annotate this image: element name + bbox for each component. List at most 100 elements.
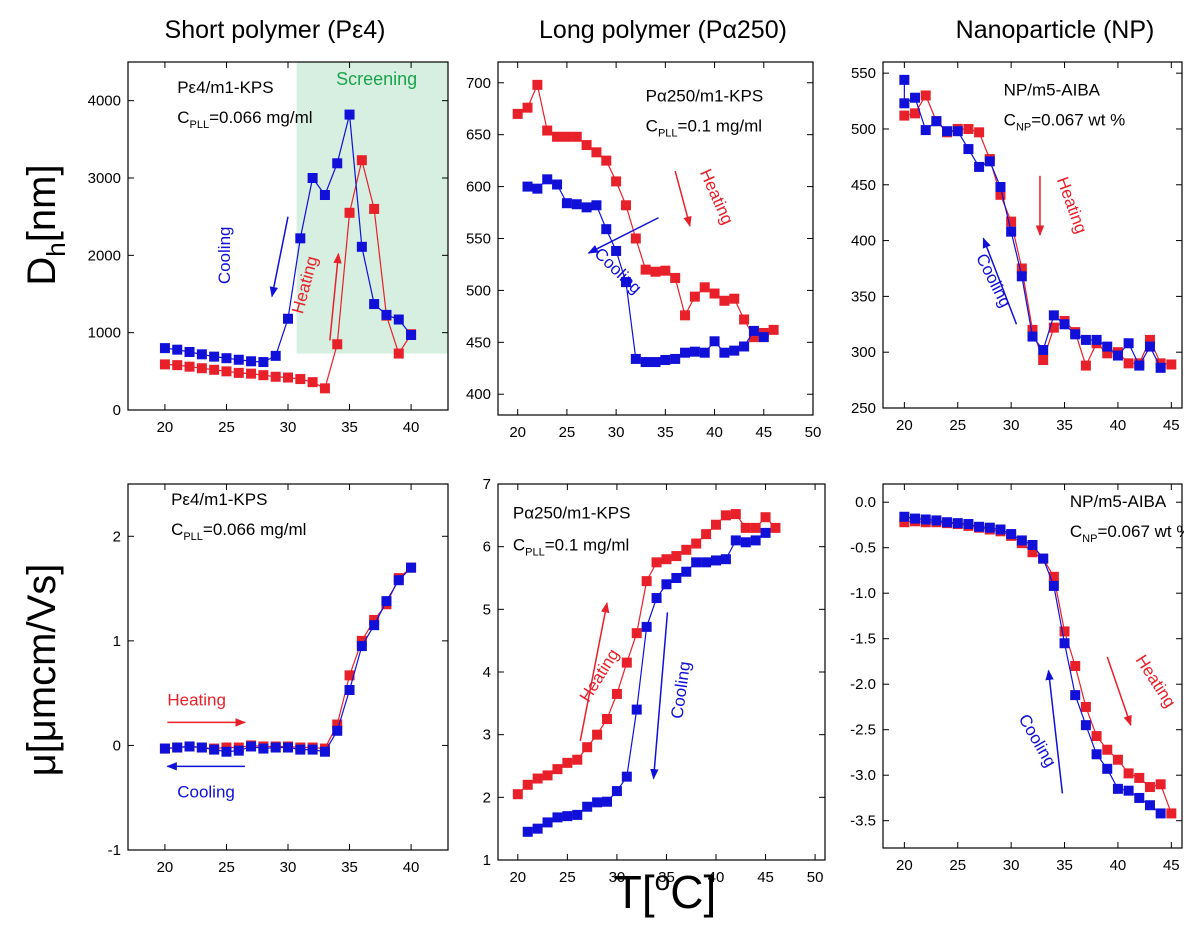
- point-heating: [1144, 782, 1155, 793]
- x-tick-label: 20: [896, 417, 913, 434]
- point-heating: [602, 714, 612, 724]
- y-tick-label: 4000: [88, 93, 121, 110]
- annotation-concentration-value: =0.066 mg/ml: [209, 108, 312, 127]
- point-cooling: [552, 812, 563, 823]
- point-heating: [532, 79, 543, 90]
- point-cooling: [522, 826, 533, 837]
- y-tick-label: 2: [483, 789, 491, 806]
- point-cooling: [680, 347, 691, 358]
- x-axis-label-main: T[: [614, 866, 655, 918]
- point-heating: [1166, 808, 1177, 819]
- point-cooling: [1102, 341, 1113, 352]
- annotation-concentration: CPLL=0.066 mg/ml: [171, 520, 306, 543]
- point-heating: [1038, 355, 1049, 366]
- point-heating: [920, 90, 931, 101]
- x-tick-label: 40: [403, 859, 420, 876]
- point-heating: [1091, 731, 1102, 742]
- plot-frame: [882, 483, 1183, 849]
- point-heating: [1016, 263, 1027, 274]
- point-heating: [661, 554, 672, 565]
- point-cooling: [1038, 553, 1049, 564]
- point-cooling: [899, 511, 910, 522]
- point-cooling: [172, 742, 183, 753]
- point-heating: [332, 339, 343, 350]
- heating-arrow: [329, 252, 342, 341]
- annotation-sample: Pε4/m1-KPS: [171, 490, 267, 509]
- y-tick-label: 3: [483, 727, 491, 744]
- heating-arrow: [1106, 656, 1132, 727]
- x-tick-label: 45: [1163, 857, 1180, 874]
- point-cooling: [1123, 338, 1134, 349]
- annotation-concentration: CPLL=0.1 mg/ml: [646, 116, 762, 139]
- point-heating: [760, 512, 771, 523]
- x-tick-label: 40: [708, 869, 725, 886]
- point-cooling: [661, 579, 672, 590]
- panel-c-dh-nanoparticle: 20 25 30 35 40 45 250 300 350 400 450 500 550 NP/m5-A…: [851, 61, 1183, 434]
- point-cooling: [270, 350, 281, 361]
- annotation-concentration-value: =0.067 wt %: [1097, 522, 1184, 541]
- x-tick-label: 40: [706, 424, 723, 441]
- y-tick-label: 0: [113, 402, 121, 419]
- x-tick-label: 35: [658, 869, 675, 886]
- x-tick-label: 45: [1163, 417, 1180, 434]
- point-cooling: [184, 741, 195, 752]
- y-tick-label: 350: [851, 288, 876, 305]
- point-cooling: [1080, 720, 1091, 731]
- point-heating: [572, 754, 583, 765]
- x-tick-label: 35: [1056, 417, 1073, 434]
- point-cooling: [319, 746, 330, 757]
- point-heating: [621, 657, 632, 668]
- point-heating: [1080, 360, 1091, 371]
- point-cooling: [1016, 535, 1027, 546]
- y-tick-label: 0.0: [855, 494, 876, 511]
- point-heating: [720, 510, 731, 521]
- point-cooling: [221, 353, 232, 364]
- cooling-arrow: [650, 612, 669, 780]
- x-tick-label: 45: [757, 869, 774, 886]
- point-cooling: [1134, 360, 1145, 371]
- point-heating: [699, 282, 710, 293]
- point-heating: [1059, 626, 1070, 637]
- point-cooling: [1155, 362, 1166, 373]
- annotation-concentration-sub: PLL: [525, 546, 545, 558]
- annotation-concentration-sub: PLL: [190, 119, 210, 131]
- cooling-arrow: [1045, 669, 1064, 794]
- point-heating: [640, 264, 651, 275]
- point-cooling: [760, 527, 771, 538]
- panel-d-mobility-short-polymer: 20 25 30 35 40 -1 0 1 2 Pε4/m1-KPS CPLL=0.066 mg/m…: [108, 483, 449, 876]
- point-cooling: [952, 126, 963, 137]
- x-axis-label-unit: C]: [670, 866, 716, 918]
- y-tick-label: 250: [851, 400, 876, 417]
- point-cooling: [974, 521, 985, 532]
- point-heating: [283, 372, 293, 383]
- y-tick-label: 300: [851, 344, 876, 361]
- column-title-long-polymer: Long polymer (Pα250): [539, 16, 787, 44]
- annotation-concentration: CPLL=0.1 mg/ml: [513, 535, 629, 558]
- x-axis-label: T[oC]: [614, 865, 716, 918]
- point-cooling: [740, 537, 751, 548]
- heating-arrow: [579, 602, 610, 742]
- point-heating: [1070, 661, 1081, 671]
- point-heating: [711, 519, 721, 530]
- annotation-concentration-value: =0.067 wt %: [1031, 110, 1125, 129]
- x-tick-label: 45: [755, 424, 772, 441]
- point-cooling: [295, 233, 306, 244]
- point-cooling: [369, 299, 380, 310]
- point-cooling: [561, 198, 572, 209]
- point-cooling: [984, 522, 995, 533]
- point-heating: [691, 538, 702, 549]
- x-tick-label: 50: [805, 424, 822, 441]
- point-heating: [631, 628, 642, 639]
- heating-label: Heating: [167, 691, 226, 710]
- point-cooling: [393, 575, 404, 586]
- y-tick-label: -1: [108, 842, 121, 859]
- y-tick-label: 450: [851, 177, 876, 194]
- point-cooling: [984, 156, 995, 167]
- cooling-label: Cooling: [215, 227, 234, 285]
- point-heating: [620, 200, 631, 211]
- point-cooling: [582, 801, 593, 812]
- x-tick-label: 35: [341, 419, 358, 436]
- point-cooling: [258, 743, 269, 754]
- point-heating: [542, 125, 553, 136]
- point-heating: [592, 729, 603, 740]
